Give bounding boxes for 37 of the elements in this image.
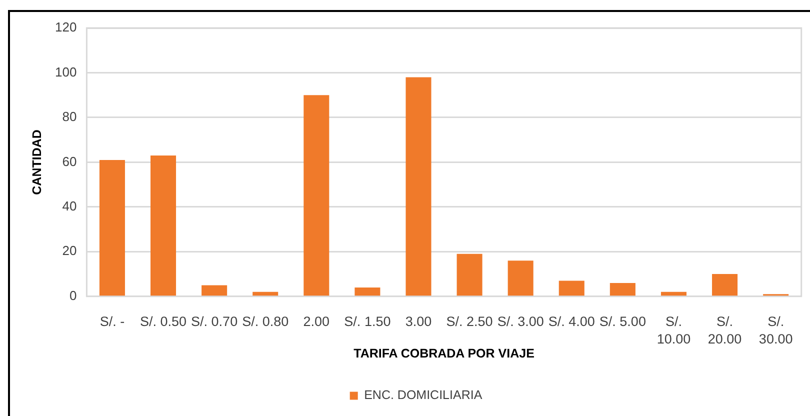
y-tick-label: 60 <box>62 154 77 169</box>
bar <box>354 287 380 296</box>
y-tick-label: 0 <box>69 288 77 303</box>
legend-label: ENC. DOMICILIARIA <box>364 388 483 402</box>
y-tick-label: 120 <box>54 20 77 35</box>
x-tick-label: S/. 10.00 <box>656 314 691 346</box>
x-tick-label: S/. 4.00 <box>548 314 595 329</box>
bar <box>660 292 686 296</box>
bar <box>252 292 278 296</box>
x-tick-label: 2.00 <box>303 314 330 329</box>
x-tick-label: S/. 0.80 <box>242 314 289 329</box>
bar <box>202 285 228 296</box>
y-axis-title: CANTIDAD <box>30 130 44 195</box>
x-tick-label: S/. 3.00 <box>497 314 544 329</box>
x-tick-label: S/. 0.50 <box>140 314 187 329</box>
x-tick-label: S/. 1.50 <box>344 314 391 329</box>
y-tick-label: 80 <box>62 109 77 124</box>
x-tick-label: S/. 5.00 <box>599 314 646 329</box>
bar <box>99 160 125 296</box>
y-tick-label: 40 <box>62 198 77 214</box>
bar <box>558 280 584 296</box>
y-tick-label: 100 <box>54 64 77 80</box>
x-tick-label: S/. 2.50 <box>446 314 493 329</box>
bar <box>304 95 330 296</box>
y-tick-label: 20 <box>62 243 77 258</box>
x-tick-label: S/. - <box>100 314 125 329</box>
bar <box>712 274 738 296</box>
x-tick-label: 3.00 <box>405 314 432 329</box>
x-tick-label: S/. 20.00 <box>708 314 742 346</box>
bar <box>456 254 482 296</box>
bar <box>610 282 636 296</box>
bar <box>508 260 534 296</box>
x-axis-title: TARIFA COBRADA POR VIAJE <box>354 346 534 360</box>
x-tick-label: S/. 0.70 <box>191 314 238 329</box>
bar <box>150 155 176 296</box>
x-tick-label: S/. 30.00 <box>758 314 793 346</box>
bar <box>406 77 432 296</box>
